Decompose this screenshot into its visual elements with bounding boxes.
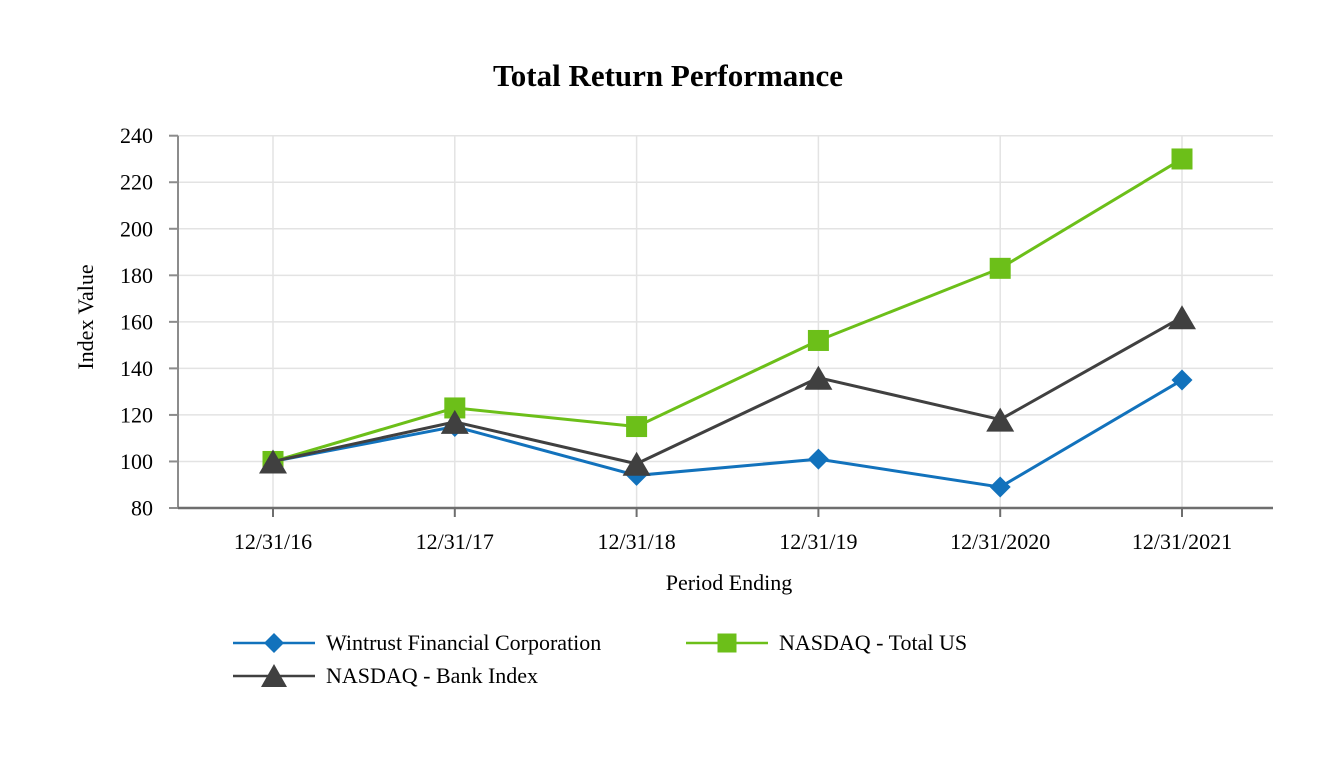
series-2-triangle-marker xyxy=(986,407,1015,432)
x-axis-title: Period Ending xyxy=(665,570,793,595)
x-tick-label: 12/31/17 xyxy=(416,529,494,554)
legend-label-0: Wintrust Financial Corporation xyxy=(326,630,602,655)
y-tick-label: 160 xyxy=(120,309,153,334)
x-tick-label: 12/31/2020 xyxy=(950,529,1050,554)
y-tick-label: 100 xyxy=(120,449,153,474)
y-tick-label: 220 xyxy=(120,170,153,195)
x-tick-label: 12/31/2021 xyxy=(1132,529,1232,554)
y-tick-label: 180 xyxy=(120,263,153,288)
chart-legend: Wintrust Financial Corporation NASDAQ - T… xyxy=(233,630,967,689)
series-1-square-marker xyxy=(1171,148,1193,170)
legend-item-2: NASDAQ - Bank Index xyxy=(233,663,686,689)
legend-diamond-icon xyxy=(233,633,315,653)
y-axis-title: Index Value xyxy=(73,264,98,370)
legend-square-icon xyxy=(686,633,768,653)
legend-item-1: NASDAQ - Total US xyxy=(686,630,967,656)
legend-item-0: Wintrust Financial Corporation xyxy=(233,630,686,656)
y-tick-label: 120 xyxy=(120,402,153,427)
y-tick-label: 140 xyxy=(120,356,153,381)
series-line-2 xyxy=(272,315,1183,466)
x-tick-label: 12/31/16 xyxy=(234,529,312,554)
series-1-square-marker xyxy=(444,397,466,419)
x-tick-label: 12/31/18 xyxy=(597,529,675,554)
series-1-square-marker xyxy=(807,329,829,351)
series-1-square-marker xyxy=(626,416,648,438)
legend-triangle-icon xyxy=(233,664,315,687)
series-0-diamond-marker xyxy=(807,448,829,470)
series-2-triangle-marker xyxy=(259,449,287,474)
series-2-triangle-marker xyxy=(804,365,833,390)
series-line-1 xyxy=(272,157,1183,463)
series-2-triangle-marker xyxy=(440,409,469,434)
chart-title: Total Return Performance xyxy=(492,58,844,93)
x-tick-label: 12/31/19 xyxy=(779,529,857,554)
series-2-triangle-marker xyxy=(622,451,651,476)
series-0-diamond-marker xyxy=(989,476,1011,498)
legend-label-2: NASDAQ - Bank Index xyxy=(326,663,539,688)
series-2-triangle-marker xyxy=(1168,305,1196,330)
series-line-0 xyxy=(272,378,1183,489)
series-1-square-marker xyxy=(989,257,1011,279)
legend-label-1: NASDAQ - Total US xyxy=(779,630,968,655)
y-tick-label: 200 xyxy=(120,216,153,241)
y-tick-label: 240 xyxy=(120,123,153,148)
series-0-diamond-marker xyxy=(1171,369,1193,391)
y-tick-label: 80 xyxy=(131,496,153,521)
